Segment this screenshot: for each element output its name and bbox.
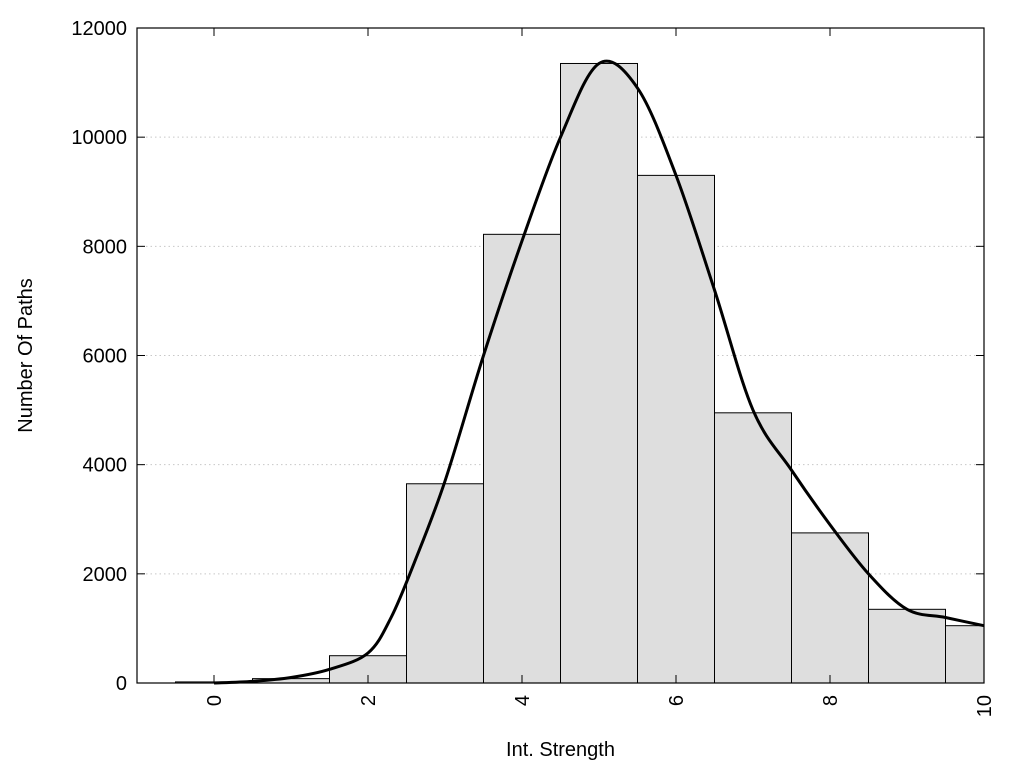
x-axis-label: Int. Strength	[506, 739, 615, 761]
y-tick-label: 4000	[83, 455, 128, 477]
y-axis-ticks: 0 2000 4000 6000 8000 10000 12000	[71, 18, 984, 695]
histogram-bar	[791, 532, 869, 684]
y-tick-label: 6000	[83, 346, 128, 368]
histogram-bar	[560, 62, 638, 684]
histogram-bar	[868, 608, 946, 684]
histogram-bar	[483, 233, 561, 684]
x-tick-label: 8	[820, 695, 842, 706]
histogram-bar	[406, 483, 484, 684]
x-tick-label: 4	[512, 695, 534, 706]
x-axis-ticks: 0 2 4 6 8 10	[204, 28, 996, 717]
y-tick-label: 10000	[71, 127, 127, 149]
x-tick-label: 0	[204, 695, 226, 706]
y-tick-label: 8000	[83, 236, 128, 258]
y-axis-label: Number Of Paths	[15, 278, 37, 433]
density-curve-group	[213, 59, 985, 685]
x-tick-label: 10	[974, 695, 996, 717]
histogram-bars	[175, 62, 985, 684]
y-tick-label: 12000	[71, 18, 127, 40]
y-tick-label: 2000	[83, 564, 128, 586]
density-curve	[213, 59, 985, 685]
x-tick-label: 6	[666, 695, 688, 706]
x-tick-label: 2	[358, 695, 380, 706]
histogram-bar	[945, 625, 985, 684]
y-tick-label: 0	[116, 673, 127, 695]
